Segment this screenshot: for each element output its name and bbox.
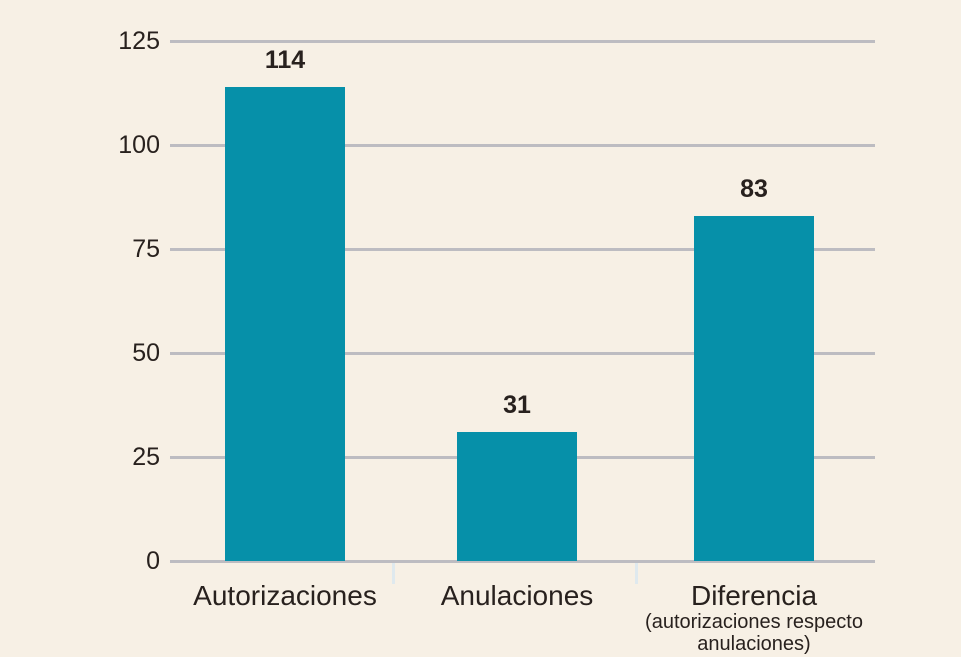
bar-value-label: 114 [264, 45, 306, 74]
x-axis-category-label: Autorizaciones [135, 580, 435, 611]
bar-anulaciones [457, 432, 577, 561]
x-axis-category-label: Diferencia (autorizaciones respecto anulac… [604, 580, 904, 655]
y-axis-tick-label: 75 [132, 235, 160, 263]
gridline [170, 247, 875, 251]
y-axis-tick-label: 125 [118, 27, 160, 55]
category-label-text: Autorizaciones [193, 580, 377, 611]
category-sublabel-text: (autorizaciones respecto [645, 611, 863, 633]
x-axis-tick [635, 563, 638, 584]
y-axis-tick-label: 25 [132, 443, 160, 471]
y-axis-tick-label: 50 [132, 339, 160, 367]
bar-diferencia [694, 215, 814, 561]
gridline [170, 351, 875, 355]
category-label-text: Anulaciones [440, 580, 594, 611]
category-sublabel-text: anulaciones) [697, 633, 811, 655]
gridline [170, 559, 875, 563]
gridline [170, 39, 875, 43]
x-axis-tick [392, 563, 395, 584]
y-axis-tick-label: 0 [146, 547, 160, 575]
y-axis-tick-label: 100 [118, 131, 160, 159]
category-label-text: Diferencia [690, 580, 818, 611]
x-axis-category-label: Anulaciones [367, 580, 667, 611]
bar-value-label: 83 [740, 174, 768, 203]
bar-autorizaciones [225, 86, 345, 561]
gridline [170, 143, 875, 147]
bar-value-label: 31 [503, 391, 531, 420]
